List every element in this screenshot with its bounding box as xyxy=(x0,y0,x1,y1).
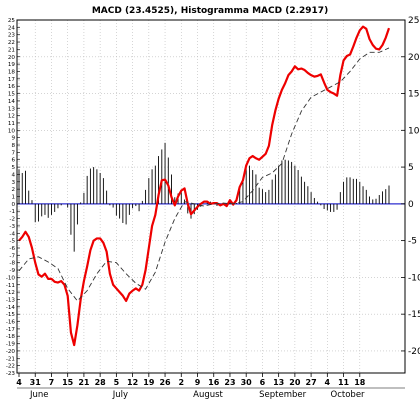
left-tick-label: -23 xyxy=(6,371,16,377)
left-tick-label: -19 xyxy=(6,342,16,348)
left-tick-label: 7 xyxy=(11,150,15,156)
date-tick-label: 4 xyxy=(16,378,22,387)
date-tick-label: 7 xyxy=(49,378,55,387)
left-tick-label: -2 xyxy=(9,217,15,223)
left-tick-label: 15 xyxy=(8,92,16,98)
left-tick-label: 1 xyxy=(11,195,15,201)
left-tick-label: 3 xyxy=(11,180,15,186)
right-tick-label: 20 xyxy=(408,53,420,63)
left-tick-label: -20 xyxy=(6,349,16,355)
left-tick-label: 10 xyxy=(8,128,16,134)
left-tick-label: 14 xyxy=(8,99,16,105)
left-tick-label: -4 xyxy=(9,231,15,237)
date-tick-label: 23 xyxy=(224,378,235,387)
date-tick-label: 15 xyxy=(62,378,74,387)
left-tick-label: 8 xyxy=(11,143,15,149)
month-label: August xyxy=(193,390,223,400)
left-tick-label: 22 xyxy=(8,40,15,46)
signal-line xyxy=(18,47,390,302)
date-tick-label: 20 xyxy=(289,378,301,387)
month-axis: June July August September October xyxy=(17,387,405,400)
left-tick-label: -1 xyxy=(9,209,15,215)
right-axis: 25 20 15 10 5 0 -5 -10 -15 -20 xyxy=(401,16,420,357)
left-tick-label: -17 xyxy=(6,327,16,333)
left-tick-label: 17 xyxy=(8,77,16,83)
left-tick-label: 25 xyxy=(8,18,16,24)
left-tick-label: 0 xyxy=(11,202,15,208)
left-tick-label: -11 xyxy=(6,283,16,289)
date-tick-label: 18 xyxy=(354,378,366,387)
grid-lines xyxy=(17,19,405,373)
left-tick-label: 9 xyxy=(11,136,15,142)
left-tick-label: -14 xyxy=(6,305,16,311)
date-tick-label: 4 xyxy=(325,378,331,387)
series-lines xyxy=(18,25,391,347)
left-tick-label: 24 xyxy=(8,25,16,31)
left-tick-label: 12 xyxy=(8,114,15,120)
chart-title: MACD (23.4525), Histogramma MACD (2.2917… xyxy=(92,6,328,16)
right-tick-label: -20 xyxy=(408,347,420,357)
date-tick-label: 11 xyxy=(338,378,350,387)
date-tick-label: 9 xyxy=(195,378,201,387)
date-tick-label: 21 xyxy=(78,378,90,387)
right-tick-label: -15 xyxy=(408,310,420,320)
date-tick-label: 5 xyxy=(114,378,120,387)
right-tick-label: -5 xyxy=(408,237,417,247)
date-tick-label: 28 xyxy=(95,378,107,387)
left-tick-label: 18 xyxy=(8,69,16,75)
left-tick-label: 16 xyxy=(8,84,16,90)
right-tick-label: -10 xyxy=(408,273,420,283)
left-tick-label: -3 xyxy=(9,224,15,230)
month-label: June xyxy=(29,390,49,400)
left-tick-label: -9 xyxy=(9,268,15,274)
right-tick-label: 10 xyxy=(408,126,420,136)
left-tick-label: -5 xyxy=(9,239,15,245)
left-tick-label: 11 xyxy=(8,121,16,127)
date-tick-label: 19 xyxy=(143,378,155,387)
left-tick-label: -15 xyxy=(6,312,16,318)
left-tick-label: 20 xyxy=(8,55,16,61)
left-tick-label: 23 xyxy=(8,33,16,39)
left-axis: 2524232221201918171615141312111098765432… xyxy=(6,18,20,377)
macd-line xyxy=(18,25,391,347)
left-tick-label: 4 xyxy=(11,172,15,178)
left-tick-label: 21 xyxy=(8,47,16,53)
left-tick-label: -12 xyxy=(6,290,15,296)
left-tick-label: -7 xyxy=(9,253,15,259)
left-tick-label: 2 xyxy=(11,187,15,193)
date-tick-label: 30 xyxy=(241,378,253,387)
left-tick-label: -13 xyxy=(6,297,16,303)
right-tick-label: 0 xyxy=(408,200,414,210)
left-tick-label: 13 xyxy=(8,106,16,112)
date-tick-label: 6 xyxy=(260,378,266,387)
right-tick-label: 15 xyxy=(408,90,419,100)
date-axis: 4 31 7 15 21 28 5 12 19 26 2 9 16 23 30 6 13 20 27 4 11 18 xyxy=(16,373,366,387)
left-tick-label: -16 xyxy=(6,320,16,326)
month-label: September xyxy=(259,390,306,400)
left-tick-label: -22 xyxy=(6,364,15,370)
date-tick-label: 27 xyxy=(306,378,317,387)
date-tick-label: 13 xyxy=(273,378,284,387)
month-label: July xyxy=(112,390,128,400)
left-tick-label: -21 xyxy=(6,356,16,362)
left-tick-label: 19 xyxy=(8,62,16,68)
date-tick-label: 31 xyxy=(30,378,42,387)
date-tick-label: 26 xyxy=(159,378,171,387)
date-tick-label: 2 xyxy=(178,378,184,387)
left-tick-label: 5 xyxy=(11,165,15,171)
date-tick-label: 16 xyxy=(208,378,220,387)
left-tick-label: -8 xyxy=(9,261,15,267)
left-tick-label: 6 xyxy=(11,158,15,164)
right-tick-label: 5 xyxy=(408,163,414,173)
left-tick-label: -6 xyxy=(9,246,15,252)
left-tick-label: -10 xyxy=(6,275,16,281)
month-label: October xyxy=(331,390,366,400)
right-tick-label: 25 xyxy=(408,16,419,26)
date-tick-label: 12 xyxy=(127,378,138,387)
left-tick-label: -18 xyxy=(6,334,16,340)
